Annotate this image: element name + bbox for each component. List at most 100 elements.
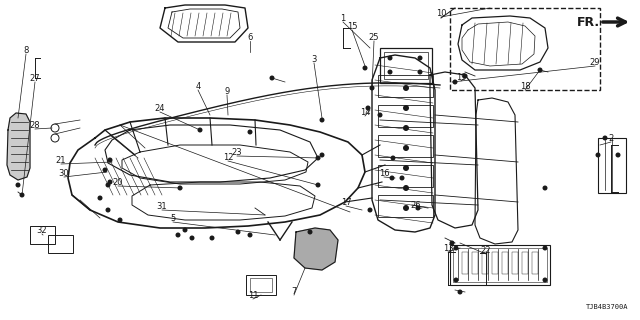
Circle shape <box>463 74 467 78</box>
Text: 18: 18 <box>520 82 531 91</box>
Text: 2: 2 <box>609 133 614 142</box>
Bar <box>378 135 433 157</box>
Circle shape <box>316 182 321 188</box>
Circle shape <box>369 85 374 91</box>
Circle shape <box>403 105 409 111</box>
Circle shape <box>316 156 321 161</box>
Polygon shape <box>294 228 338 270</box>
Text: FR.: FR. <box>577 15 600 28</box>
Circle shape <box>198 127 202 132</box>
Text: 16: 16 <box>379 169 389 178</box>
Circle shape <box>616 153 621 157</box>
Text: 5: 5 <box>170 213 175 222</box>
Bar <box>598 138 626 193</box>
Bar <box>462 252 468 274</box>
Bar <box>453 248 547 282</box>
Circle shape <box>365 106 371 110</box>
Text: 1: 1 <box>340 13 346 22</box>
Text: 4: 4 <box>195 82 200 91</box>
Text: 23: 23 <box>232 148 243 156</box>
Bar <box>380 48 432 83</box>
Bar <box>532 252 538 274</box>
Circle shape <box>390 156 396 161</box>
Bar <box>450 8 600 90</box>
Circle shape <box>458 290 463 294</box>
Circle shape <box>454 277 458 283</box>
Circle shape <box>387 69 392 75</box>
Bar <box>492 252 498 274</box>
Text: 13: 13 <box>443 244 453 252</box>
Text: 27: 27 <box>29 74 40 83</box>
Text: TJB4B3700A: TJB4B3700A <box>586 304 628 310</box>
Circle shape <box>403 145 409 151</box>
Bar <box>482 252 488 274</box>
Circle shape <box>378 113 383 117</box>
Circle shape <box>106 182 111 188</box>
Circle shape <box>118 218 122 222</box>
Bar <box>48 235 73 253</box>
Bar <box>384 52 428 79</box>
Circle shape <box>362 66 367 70</box>
Text: 19: 19 <box>456 73 467 82</box>
Circle shape <box>108 157 113 163</box>
Circle shape <box>403 125 409 131</box>
Circle shape <box>102 167 108 172</box>
Text: 21: 21 <box>56 156 67 164</box>
Bar <box>378 165 433 187</box>
Bar <box>378 105 433 127</box>
Circle shape <box>177 186 182 190</box>
Circle shape <box>417 69 422 75</box>
Bar <box>472 252 478 274</box>
Circle shape <box>538 68 543 73</box>
Text: 17: 17 <box>340 197 351 206</box>
Circle shape <box>106 207 111 212</box>
Bar <box>246 275 276 295</box>
Circle shape <box>319 153 324 157</box>
Circle shape <box>19 193 24 197</box>
Polygon shape <box>7 113 30 180</box>
Bar <box>250 278 272 292</box>
Text: 31: 31 <box>157 202 167 211</box>
Circle shape <box>454 245 458 251</box>
Circle shape <box>403 205 409 211</box>
Text: 9: 9 <box>225 86 230 95</box>
Circle shape <box>390 175 394 180</box>
Bar <box>502 252 508 274</box>
Circle shape <box>236 229 241 235</box>
Text: 7: 7 <box>291 286 297 295</box>
Text: 29: 29 <box>589 58 600 67</box>
Circle shape <box>417 55 422 60</box>
Bar <box>512 252 518 274</box>
Text: 6: 6 <box>247 33 253 42</box>
Text: 8: 8 <box>23 45 29 54</box>
Circle shape <box>269 76 275 81</box>
Text: 28: 28 <box>29 121 40 130</box>
Circle shape <box>209 236 214 241</box>
Text: 24: 24 <box>155 103 165 113</box>
Text: 26: 26 <box>411 201 421 210</box>
Text: 10: 10 <box>436 9 446 18</box>
Circle shape <box>595 153 600 157</box>
Circle shape <box>15 182 20 188</box>
Circle shape <box>182 228 188 233</box>
Text: 25: 25 <box>369 33 380 42</box>
Circle shape <box>319 117 324 123</box>
Text: 14: 14 <box>360 108 371 116</box>
Circle shape <box>399 175 404 180</box>
Text: 30: 30 <box>59 169 69 178</box>
Circle shape <box>403 165 409 171</box>
Circle shape <box>189 236 195 241</box>
Circle shape <box>543 245 547 251</box>
Circle shape <box>175 233 180 237</box>
Bar <box>378 195 433 217</box>
Circle shape <box>108 180 113 185</box>
Circle shape <box>602 135 607 140</box>
Text: 11: 11 <box>248 291 259 300</box>
Bar <box>378 75 433 97</box>
Circle shape <box>97 196 102 201</box>
Circle shape <box>387 55 392 60</box>
Circle shape <box>307 229 312 235</box>
Circle shape <box>543 186 547 190</box>
Circle shape <box>415 205 420 211</box>
Circle shape <box>403 185 409 191</box>
